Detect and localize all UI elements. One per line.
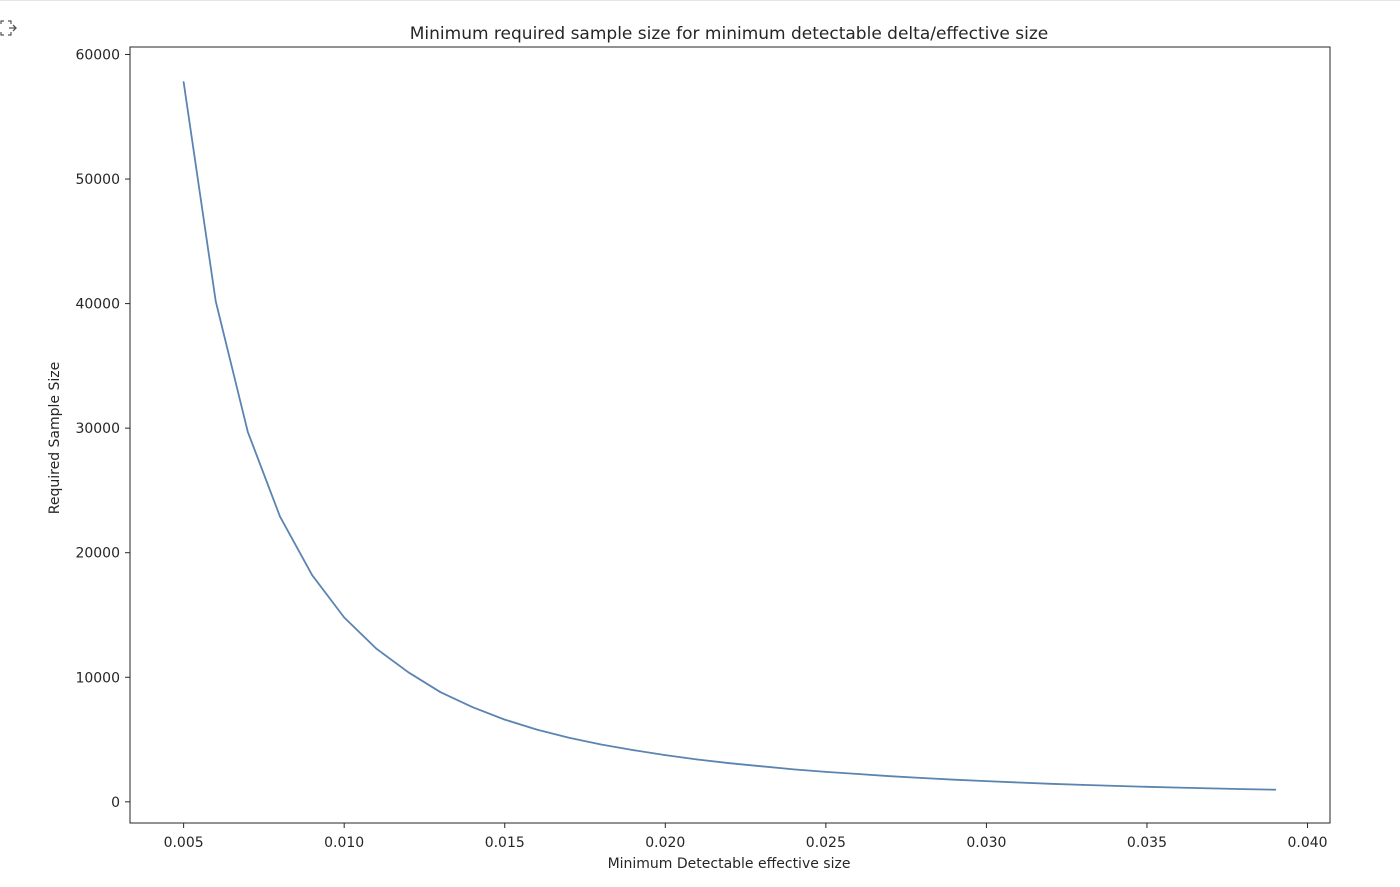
x-tick-label: 0.040 bbox=[1287, 835, 1327, 851]
x-tick-label: 0.035 bbox=[1127, 835, 1167, 851]
data-points bbox=[182, 81, 1277, 791]
data-point bbox=[471, 706, 474, 708]
data-point bbox=[182, 81, 185, 83]
data-point bbox=[1210, 787, 1212, 790]
data-point bbox=[985, 780, 988, 782]
data-point bbox=[1274, 788, 1277, 791]
data-point bbox=[247, 431, 249, 433]
data-point bbox=[664, 754, 667, 756]
y-tick-label: 10000 bbox=[75, 670, 120, 686]
data-point bbox=[600, 743, 602, 746]
data-point bbox=[1049, 783, 1052, 785]
data-point bbox=[825, 771, 827, 773]
data-point bbox=[568, 736, 570, 739]
data-point bbox=[311, 574, 313, 576]
y-tick-label: 30000 bbox=[75, 421, 120, 437]
data-point bbox=[857, 773, 859, 775]
chart-title: Minimum required sample size for minimum… bbox=[410, 24, 1048, 44]
data-point bbox=[536, 728, 538, 731]
y-tick-label: 0 bbox=[111, 795, 120, 811]
x-axis: 0.005 0.010 0.015 0.020 0.025 0.030 0.035 0.040 bbox=[164, 823, 1328, 851]
plot-frame bbox=[129, 46, 1331, 824]
data-point bbox=[792, 768, 795, 771]
x-axis-label: Minimum Detectable effective size bbox=[608, 856, 851, 872]
data-point bbox=[503, 718, 506, 721]
data-point bbox=[1114, 785, 1116, 787]
data-point bbox=[439, 691, 442, 693]
x-tick-label: 0.020 bbox=[645, 835, 685, 851]
x-tick-label: 0.010 bbox=[324, 835, 364, 851]
cell-top-border bbox=[0, 0, 1400, 1]
data-point bbox=[407, 671, 410, 674]
data-point bbox=[921, 777, 923, 779]
plot-area: 0.005 0.010 0.015 0.020 0.025 0.030 0.035 0.040… bbox=[75, 46, 1331, 851]
data-point bbox=[214, 300, 217, 302]
data-point bbox=[953, 778, 956, 781]
data-point bbox=[279, 515, 281, 518]
output-arrow-icon[interactable] bbox=[0, 20, 18, 40]
y-tick-label: 20000 bbox=[75, 546, 120, 562]
series-line bbox=[182, 81, 1276, 791]
data-point bbox=[1178, 786, 1180, 789]
x-tick-label: 0.015 bbox=[485, 835, 525, 851]
data-point bbox=[375, 647, 378, 650]
data-point bbox=[728, 762, 731, 764]
data-point bbox=[1081, 784, 1084, 786]
x-tick-label: 0.030 bbox=[966, 835, 1006, 851]
x-tick-label: 0.025 bbox=[806, 835, 846, 851]
data-point bbox=[889, 775, 891, 777]
y-tick-label: 40000 bbox=[75, 297, 120, 313]
data-point bbox=[1017, 781, 1020, 784]
data-point bbox=[760, 765, 763, 768]
y-tick-label: 50000 bbox=[75, 172, 120, 188]
y-tick-label: 60000 bbox=[75, 47, 120, 63]
y-axis: 0 10000 20000 30000 40000 50000 60000 bbox=[75, 47, 130, 811]
data-point bbox=[696, 758, 699, 761]
x-tick-label: 0.005 bbox=[164, 835, 204, 851]
data-point bbox=[343, 616, 346, 619]
y-axis-label: Required Sample Size bbox=[47, 362, 63, 514]
data-point bbox=[632, 749, 634, 751]
data-point bbox=[1242, 788, 1245, 790]
data-point bbox=[1146, 786, 1148, 788]
